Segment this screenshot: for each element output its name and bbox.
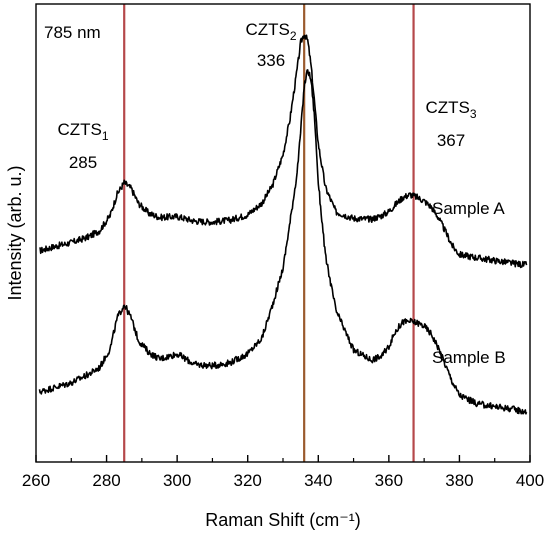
y-axis-label: Intensity (arb. u.) bbox=[5, 165, 25, 300]
x-axis-ticks bbox=[35, 455, 531, 462]
x-tick-label-300: 300 bbox=[163, 471, 191, 490]
x-tick-label-400: 400 bbox=[516, 471, 544, 490]
peak-value-1: 285 bbox=[69, 153, 97, 172]
series-line-1 bbox=[39, 34, 528, 269]
series-line-2 bbox=[38, 69, 528, 415]
peak-label-3: CZTS3 bbox=[425, 98, 476, 121]
reference-lines bbox=[123, 4, 415, 462]
x-tick-label-280: 280 bbox=[92, 471, 120, 490]
series-labels: Sample A Sample B bbox=[432, 199, 506, 367]
plot-frame bbox=[35, 3, 531, 463]
x-axis-tick-labels: 260 280 300 320 340 360 380 400 bbox=[22, 471, 544, 490]
x-tick-label-380: 380 bbox=[445, 471, 473, 490]
peak-label-2: CZTS2 bbox=[245, 20, 296, 43]
x-axis-label: Raman Shift (cm⁻¹) bbox=[205, 510, 361, 530]
peak-value-2: 336 bbox=[257, 51, 285, 70]
x-tick-label-340: 340 bbox=[304, 471, 332, 490]
series-label-1: Sample A bbox=[432, 199, 505, 218]
series-label-2: Sample B bbox=[432, 348, 506, 367]
wavelength-annotation: 785 nm bbox=[44, 23, 101, 42]
peak-labels: CZTS1 285 CZTS2 336 CZTS3 367 bbox=[57, 20, 476, 172]
x-tick-label-360: 360 bbox=[375, 471, 403, 490]
series-layer bbox=[38, 34, 528, 415]
x-tick-label-260: 260 bbox=[22, 471, 50, 490]
peak-value-3: 367 bbox=[437, 131, 465, 150]
peak-label-1: CZTS1 bbox=[57, 120, 108, 143]
x-tick-label-320: 320 bbox=[234, 471, 262, 490]
